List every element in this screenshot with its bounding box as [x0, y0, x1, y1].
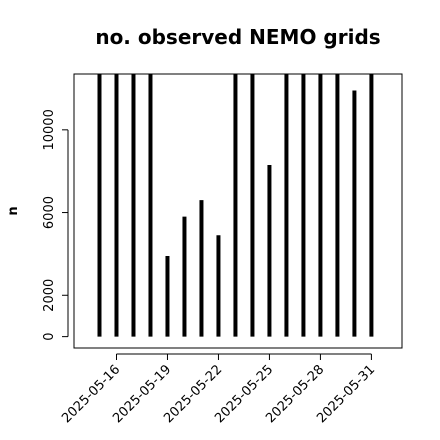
chart-title: no. observed NEMO grids: [95, 25, 380, 49]
x-axis: 2025-05-162025-05-192025-05-222025-05-25…: [59, 353, 378, 426]
y-tick-label: 6000: [42, 196, 57, 229]
y-tick-label: 0: [42, 332, 57, 340]
y-tick-label: 10000: [42, 109, 57, 150]
plot-frame: [73, 73, 403, 349]
y-tick-label: 2000: [42, 279, 57, 312]
y-axis-label: n: [6, 206, 21, 215]
bars: [97, 74, 374, 337]
y-axis: 0 2000 6000 10000: [42, 109, 69, 341]
